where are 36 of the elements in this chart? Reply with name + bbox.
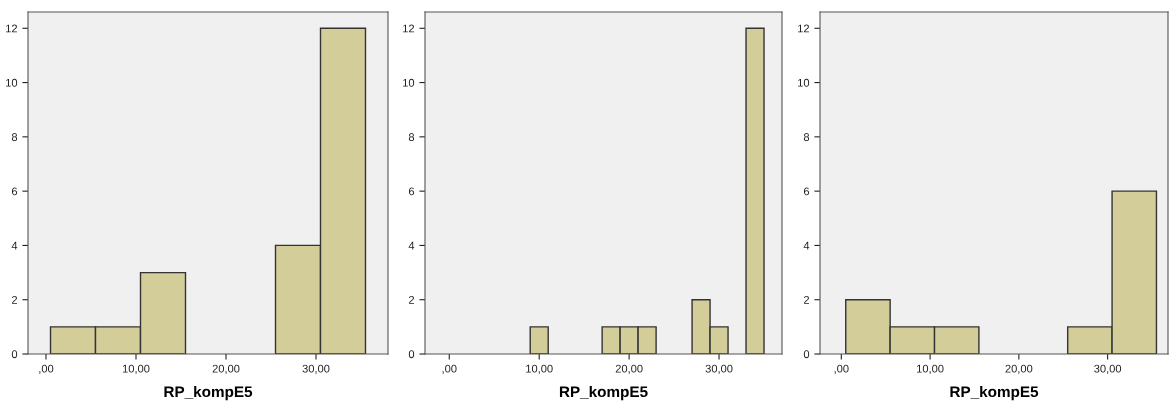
y-tick-label: 0 bbox=[803, 350, 810, 359]
x-tick-label: 10,00 bbox=[917, 364, 944, 374]
y-tick-label: 0 bbox=[11, 350, 18, 359]
x-tick-label: 20,00 bbox=[1005, 364, 1033, 374]
y-tick-label: 4 bbox=[803, 241, 810, 250]
x-tick-label: 30,00 bbox=[705, 364, 733, 374]
x-tick-label: ,00 bbox=[39, 364, 54, 374]
x-tick-label: 10,00 bbox=[526, 364, 553, 374]
y-tick-label: 12 bbox=[798, 24, 810, 33]
x-tick-label: 30,00 bbox=[1094, 364, 1122, 374]
y-tick-label: 6 bbox=[803, 187, 810, 196]
y-tick-label: 6 bbox=[408, 187, 415, 196]
y-tick-label: 6 bbox=[11, 187, 18, 196]
y-tick-label: 8 bbox=[803, 133, 810, 141]
x-axis-title: RP_kompE5 bbox=[950, 385, 1039, 401]
y-tick-label: 2 bbox=[408, 295, 415, 304]
x-tick-label: ,00 bbox=[442, 364, 457, 374]
x-axis-title: RP_kompE5 bbox=[164, 385, 253, 401]
x-tick-label: ,00 bbox=[834, 364, 849, 374]
y-tick-label: 10 bbox=[798, 78, 810, 87]
y-tick-label: 12 bbox=[6, 24, 18, 33]
y-tick-label: 10 bbox=[403, 78, 415, 87]
x-tick-label: 30,00 bbox=[302, 364, 330, 374]
y-tick-label: 2 bbox=[11, 295, 18, 304]
y-tick-label: 8 bbox=[11, 133, 18, 141]
y-tick-label: 8 bbox=[408, 133, 415, 141]
x-tick-label: 20,00 bbox=[212, 364, 240, 374]
y-tick-label: 12 bbox=[403, 24, 415, 33]
y-tick-label: 4 bbox=[408, 241, 415, 250]
y-tick-label: 0 bbox=[408, 350, 415, 359]
y-tick-label: 4 bbox=[11, 241, 18, 250]
x-axis-title: RP_kompE5 bbox=[559, 385, 648, 401]
y-tick-label: 2 bbox=[803, 295, 810, 304]
x-tick-label: 20,00 bbox=[615, 364, 643, 374]
y-tick-label: 10 bbox=[6, 78, 18, 87]
x-tick-label: 10,00 bbox=[122, 364, 150, 374]
